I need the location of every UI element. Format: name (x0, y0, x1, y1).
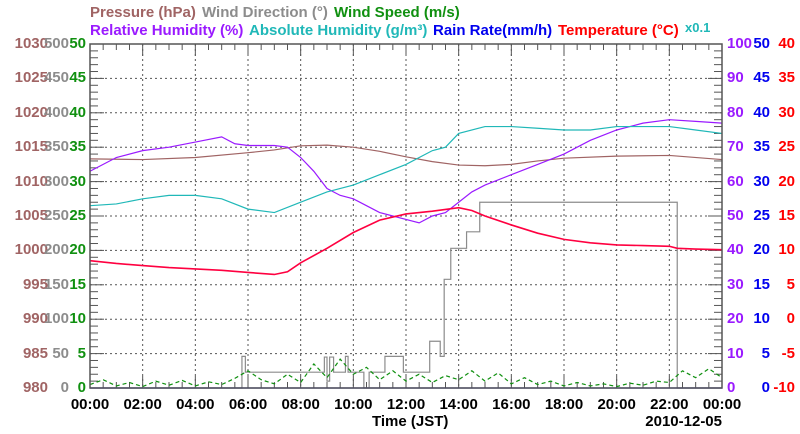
rh-tick-label: 80 (727, 103, 744, 121)
pressure-tick-label: 1030 (14, 35, 48, 52)
x-tick-label: 20:00 (597, 396, 636, 413)
legend-item: Absolute Humidity (g/m³) (249, 22, 428, 39)
series-line-absolute-humidity (89, 125, 723, 214)
temperature-tick-label: 0 (786, 310, 795, 328)
series-line-temperature (89, 206, 723, 276)
temperature-tick-label: 40 (778, 35, 795, 52)
temperature-tick-label: -5 (781, 344, 795, 362)
pressure-tick-label: 995 (22, 275, 48, 293)
rh-tick-label: 100 (727, 35, 753, 52)
pressure-tick-label: 1015 (14, 138, 48, 156)
rain-rate-tick-label: 0 (761, 379, 770, 396)
x-tick-label: 02:00 (123, 396, 162, 413)
wind-direction-tick-label: 150 (43, 275, 69, 293)
legend-item: Temperature (°C) (558, 22, 679, 39)
plot-frame (89, 43, 723, 389)
wind-direction-tick-label: 50 (52, 344, 69, 362)
wind-direction-tick-label: 350 (43, 138, 69, 156)
pressure-tick-label: 1025 (14, 69, 48, 87)
rain-rate-tick-label: 30 (753, 172, 770, 190)
legend-item: Relative Humidity (%) (90, 22, 244, 39)
x-tick-label: 04:00 (176, 396, 215, 413)
wind-direction-tick-label: 100 (43, 310, 69, 328)
rain-rate-tick-label: 5 (761, 344, 770, 362)
x-tick-label: 16:00 (492, 396, 531, 413)
rh-tick-label: 60 (727, 172, 744, 190)
rain-rate-tick-label: 40 (753, 103, 770, 121)
series-line-wind-direction (90, 201, 722, 389)
legend-item: Wind Direction (°) (202, 4, 328, 21)
wind-direction-tick-label: 300 (43, 172, 69, 190)
rh-tick-label: 70 (727, 138, 744, 156)
x-tick-label: 18:00 (544, 396, 584, 413)
rain-rate-tick-label: 25 (753, 207, 770, 224)
wind-speed-tick-label: 30 (69, 172, 86, 190)
rh-tick-label: 30 (727, 275, 744, 293)
temperature-tick-label: 25 (778, 138, 795, 156)
legend-item: Pressure (hPa) (90, 4, 196, 21)
rh-tick-label: 50 (727, 207, 744, 224)
pressure-tick-label: 985 (22, 344, 48, 362)
temperature-tick-label: 30 (778, 103, 795, 121)
temperature-tick-label: 20 (778, 172, 795, 190)
x-axis-title: Time (JST) (372, 413, 449, 430)
wind-speed-tick-label: 5 (77, 344, 86, 362)
temperature-tick-label: 5 (786, 275, 795, 293)
wind-direction-tick-label: 450 (43, 69, 69, 87)
temperature-tick-label: -10 (773, 379, 795, 396)
wind-speed-tick-label: 35 (69, 138, 86, 156)
temperature-tick-label: 35 (778, 69, 795, 87)
temperature-tick-label: 10 (778, 241, 795, 259)
rain-rate-tick-label: 35 (753, 138, 770, 156)
x-tick-label: 10:00 (334, 396, 373, 413)
wind-direction-tick-label: 500 (43, 35, 69, 52)
rh-tick-label: 20 (727, 310, 744, 328)
x-tick-label: 00:00 (702, 396, 742, 413)
pressure-tick-label: 1005 (14, 207, 48, 224)
rh-tick-label: 40 (727, 241, 744, 259)
pressure-tick-label: 1020 (14, 103, 48, 121)
pressure-tick-label: 1000 (14, 241, 48, 259)
rain-rate-tick-label: 45 (753, 69, 770, 87)
wind-speed-tick-label: 20 (69, 241, 86, 259)
pressure-tick-label: 990 (22, 310, 48, 328)
wind-speed-tick-label: 40 (69, 103, 86, 121)
x-tick-label: 12:00 (386, 396, 426, 413)
pressure-tick-label: 1010 (14, 172, 48, 190)
x-tick-label: 22:00 (650, 396, 689, 413)
x-tick-label: 14:00 (439, 396, 478, 413)
wind-direction-tick-label: 250 (43, 207, 69, 224)
wind-direction-tick-label: 400 (43, 103, 69, 121)
rain-rate-tick-label: 15 (753, 275, 770, 293)
pressure-tick-label: 980 (22, 379, 48, 396)
legend-item: Rain Rate(mm/h) (433, 22, 553, 39)
wind-speed-tick-label: 15 (69, 275, 86, 293)
wind-speed-tick-label: 0 (77, 379, 86, 396)
rh-tick-label: 0 (727, 379, 736, 396)
x-tick-label: 00:00 (70, 396, 110, 413)
wind-speed-tick-label: 45 (69, 69, 86, 87)
x-tick-label: 08:00 (281, 396, 320, 413)
wind-speed-tick-label: 25 (69, 207, 86, 224)
rh-tick-label: 10 (727, 344, 744, 362)
legend-item: Wind Speed (m/s) (334, 4, 460, 21)
series-line-pressure (89, 144, 723, 167)
temperature-tick-label: 15 (778, 207, 795, 224)
legend-item: x0.1 (685, 20, 711, 35)
series-line-wind-speed (89, 358, 723, 388)
date-label: 2010-12-05 (645, 413, 722, 430)
rain-rate-tick-label: 50 (753, 35, 770, 52)
rain-rate-tick-label: 10 (753, 310, 770, 328)
rh-tick-label: 90 (727, 69, 744, 87)
wind-speed-tick-label: 10 (69, 310, 86, 328)
wind-direction-tick-label: 0 (60, 379, 69, 396)
wind-speed-tick-label: 50 (69, 35, 86, 52)
series-line-relative-humidity (89, 119, 723, 224)
rain-rate-tick-label: 20 (753, 241, 770, 259)
x-tick-label: 06:00 (228, 396, 268, 413)
wind-direction-tick-label: 200 (43, 241, 69, 259)
